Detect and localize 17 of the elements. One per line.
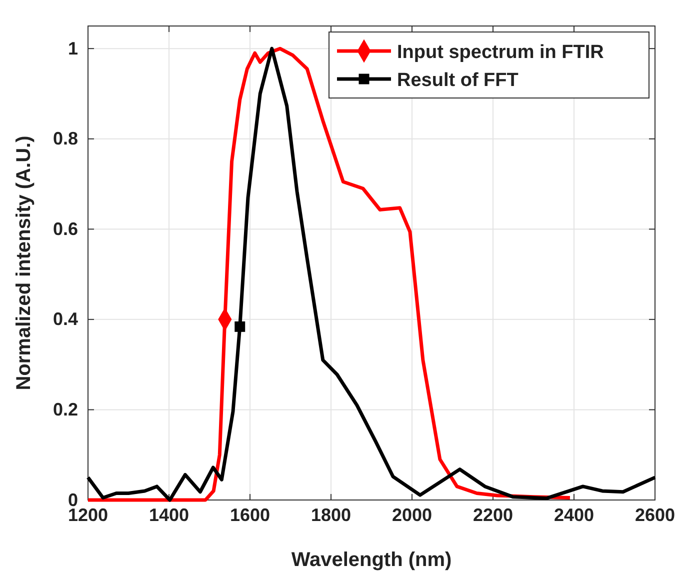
x-axis-title: Wavelength (nm) (291, 549, 452, 571)
y-tick-label: 0.8 (52, 128, 78, 149)
y-tick-label: 0.4 (52, 309, 78, 330)
y-tick-label: 0.6 (52, 218, 78, 239)
x-tick-label: 1400 (148, 504, 190, 525)
y-tick-label: 0.2 (52, 399, 78, 420)
legend-label: Input spectrum in FTIR (397, 42, 604, 63)
y-tick-label: 0 (68, 490, 78, 510)
x-tick-label: 1800 (310, 504, 352, 525)
y-axis-title: Normalized intensity (A.U.) (13, 136, 35, 390)
x-tick-label: 1600 (230, 504, 270, 525)
x-tick-label: 2600 (634, 504, 676, 525)
x-tick-label: 2400 (554, 504, 594, 525)
legend-label: Result of FFT (397, 70, 519, 91)
y-tick-label: 1 (68, 38, 78, 58)
x-tick-label: 2200 (472, 504, 514, 525)
x-tick-label: 2000 (392, 504, 432, 525)
